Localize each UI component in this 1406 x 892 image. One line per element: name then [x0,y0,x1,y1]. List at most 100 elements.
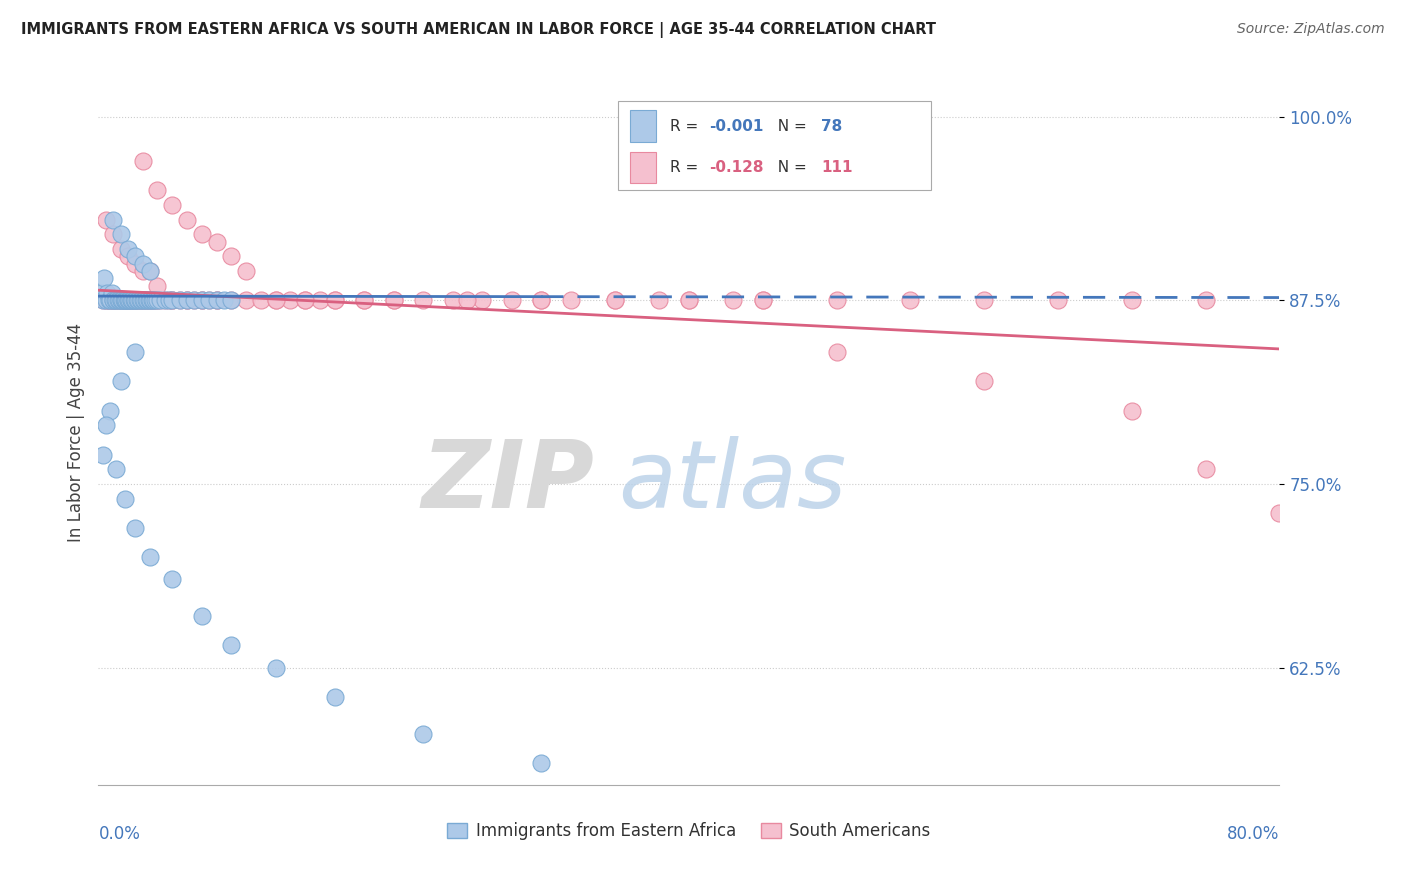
Point [112,293,135,308]
Point [110,293,132,308]
Point [353,293,375,308]
Point [129,293,152,308]
Point [530,756,553,770]
Point [128,293,150,308]
Point [94,418,117,433]
Point [110,227,132,242]
Point [323,293,346,308]
Point [235,264,257,278]
Point [157,293,180,308]
Point [118,293,141,308]
Point [117,293,139,308]
Point [141,293,163,308]
Point [117,293,139,308]
Point [90,286,112,301]
Point [605,293,627,308]
Point [323,293,346,308]
Point [110,242,132,256]
Point [118,293,141,308]
Point [353,293,375,308]
Point [176,212,198,227]
Point [1268,507,1291,521]
Point [107,293,129,308]
Point [134,293,156,308]
Text: N =: N = [768,160,811,175]
Point [97,293,120,308]
Point [648,293,671,308]
Point [105,462,128,476]
Point [973,293,995,308]
Point [127,293,149,308]
Point [752,293,775,308]
Point [91,448,114,462]
Point [149,293,172,308]
Point [212,293,235,308]
Text: IMMIGRANTS FROM EASTERN AFRICA VS SOUTH AMERICAN IN LABOR FORCE | AGE 35-44 CORR: IMMIGRANTS FROM EASTERN AFRICA VS SOUTH … [21,22,936,38]
Point [198,293,221,308]
Point [132,293,155,308]
Point [141,293,163,308]
Point [142,293,165,308]
Point [501,293,523,308]
Text: atlas: atlas [619,436,846,527]
Point [183,293,205,308]
Point [108,293,131,308]
Point [121,293,143,308]
Point [124,249,146,263]
Point [294,293,316,308]
Point [103,293,125,308]
Point [139,264,162,278]
Point [103,293,125,308]
Point [124,293,146,308]
Point [157,293,180,308]
Point [91,293,114,308]
Point [98,293,121,308]
Point [136,293,159,308]
Text: Source: ZipAtlas.com: Source: ZipAtlas.com [1237,22,1385,37]
Point [153,293,176,308]
Point [122,293,145,308]
Point [135,293,157,308]
Point [1195,462,1218,476]
Text: R =: R = [671,160,703,175]
Point [94,212,117,227]
Point [1195,293,1218,308]
Point [973,374,995,388]
Point [221,249,243,263]
Point [127,293,149,308]
Point [191,609,214,624]
Point [98,403,121,417]
Point [128,293,150,308]
Point [205,293,228,308]
Point [162,573,183,587]
Text: -0.128: -0.128 [709,160,763,175]
Point [143,293,166,308]
Point [120,293,142,308]
Legend: Immigrants from Eastern Africa, South Americans: Immigrants from Eastern Africa, South Am… [440,816,938,847]
Point [136,293,159,308]
Point [153,293,176,308]
Point [146,183,169,197]
Bar [630,152,655,184]
Point [132,264,155,278]
Point [104,293,127,308]
Point [125,293,148,308]
Point [530,293,553,308]
Point [221,293,243,308]
Point [114,293,136,308]
Point [294,293,316,308]
Point [143,293,166,308]
Point [412,726,434,740]
Point [124,293,146,308]
Point [412,293,434,308]
Point [149,293,172,308]
Point [117,249,139,263]
Point [139,293,162,308]
Point [142,293,165,308]
Point [96,293,118,308]
Point [191,293,214,308]
Point [120,293,142,308]
Point [121,293,143,308]
Text: ZIP: ZIP [422,436,595,528]
Text: R =: R = [671,119,703,134]
